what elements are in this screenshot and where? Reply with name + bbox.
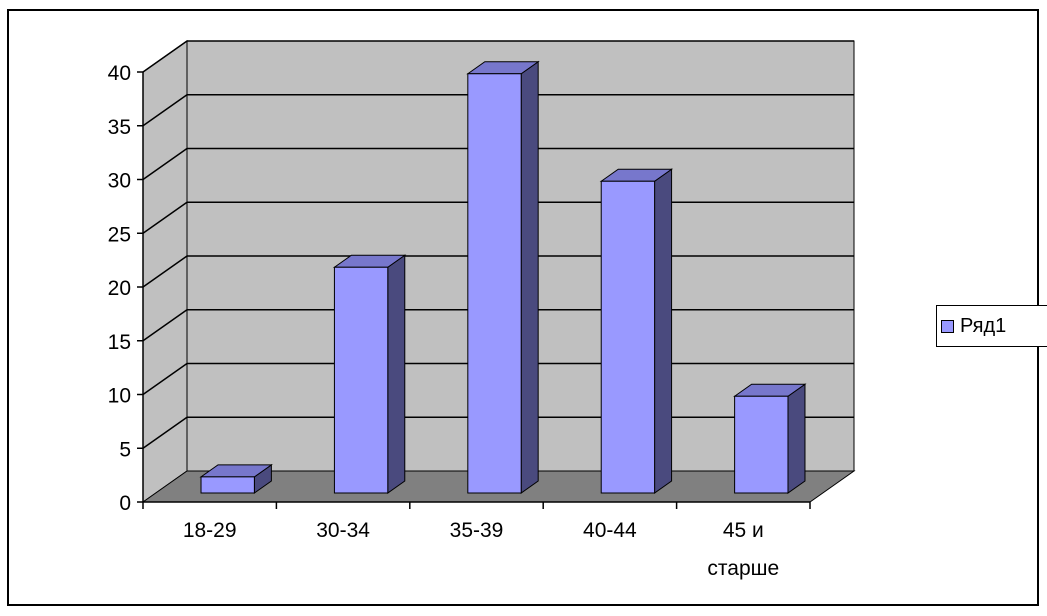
bar — [599, 168, 674, 494]
bar — [332, 254, 407, 494]
bar-front — [734, 395, 789, 494]
bar — [466, 60, 540, 494]
y-tick-label: 5 — [119, 438, 131, 461]
x-tick-label: 35-39 — [450, 519, 504, 542]
x-tick-label: 30-34 — [316, 519, 370, 542]
y-tick-label: 20 — [108, 277, 131, 300]
x-tick-label: старше — [707, 557, 779, 580]
gridline — [142, 147, 854, 181]
bar-front — [600, 180, 656, 494]
bar — [733, 383, 807, 494]
x-tick-label: 18-29 — [183, 519, 237, 542]
y-tick-label: 0 — [119, 492, 131, 515]
y-tick-label: 25 — [108, 223, 131, 246]
bar-side — [520, 60, 539, 494]
gridline — [142, 94, 854, 127]
axes — [137, 71, 811, 509]
x-tick-label: 45 и — [723, 519, 764, 542]
gridline — [142, 40, 854, 73]
y-tick-label: 10 — [108, 385, 131, 408]
bar-front — [467, 73, 522, 494]
bar-front — [200, 476, 255, 494]
legend-swatch — [941, 319, 954, 333]
legend: Ряд1 — [936, 305, 1047, 347]
bar-side — [654, 168, 673, 494]
bar-front — [333, 266, 389, 494]
bar-side — [787, 383, 806, 494]
legend-label: Ряд1 — [960, 314, 1007, 337]
y-tick-label: 35 — [108, 116, 131, 139]
bars — [199, 60, 807, 494]
y-axis-tick-labels: 0 5 10 15 20 25 30 35 40 — [108, 62, 131, 515]
x-axis-tick-labels: 18-29 30-34 35-39 40-44 45 и старше — [183, 519, 779, 580]
bar-side — [387, 254, 406, 494]
bar — [199, 463, 273, 494]
x-tick-label: 40-44 — [583, 519, 637, 542]
y-tick-label: 30 — [108, 170, 131, 193]
y-tick-label: 40 — [108, 62, 131, 85]
y-tick-label: 15 — [108, 331, 131, 354]
